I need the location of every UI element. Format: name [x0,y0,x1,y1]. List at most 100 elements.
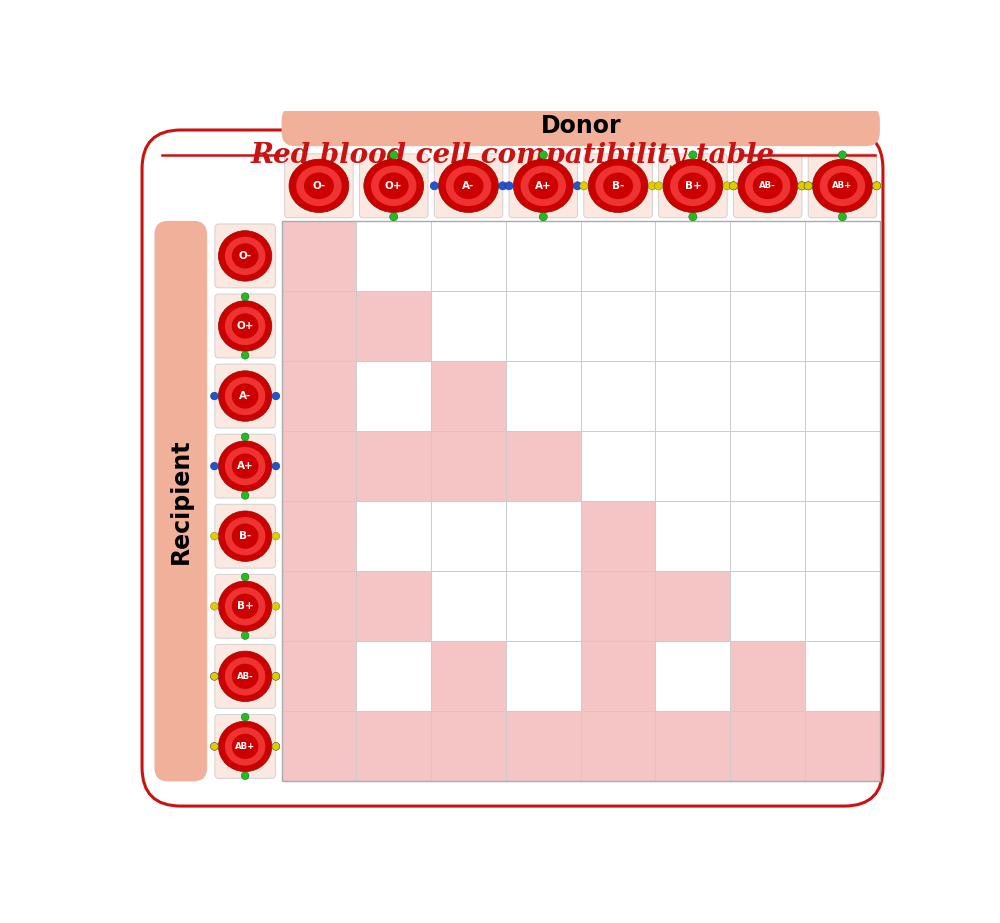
Text: AB+: AB+ [235,742,255,751]
Bar [431,712,506,782]
Text: B+: B+ [685,181,701,191]
Bar [506,431,581,501]
Ellipse shape [588,159,648,212]
Bar [431,291,506,361]
Circle shape [272,462,280,470]
Bar [805,641,880,712]
Bar [506,571,581,641]
FancyBboxPatch shape [215,714,275,778]
Ellipse shape [439,159,498,212]
Ellipse shape [738,159,798,212]
Bar [506,641,581,712]
Circle shape [838,212,847,221]
Circle shape [241,352,249,359]
Bar [356,291,431,361]
Circle shape [804,182,812,190]
Circle shape [873,182,881,190]
FancyBboxPatch shape [285,154,353,218]
Circle shape [838,150,847,159]
Bar [581,431,655,501]
Bar [655,571,730,641]
Ellipse shape [218,511,272,561]
Circle shape [272,392,280,400]
Ellipse shape [670,165,716,206]
Bar [655,221,730,291]
Bar [655,431,730,501]
Circle shape [241,433,249,440]
Bar [805,571,880,641]
Circle shape [210,673,218,680]
Bar [730,571,805,641]
Text: A-: A- [239,391,251,402]
Ellipse shape [813,159,872,212]
Bar [805,361,880,431]
Ellipse shape [232,523,258,549]
Bar [581,221,655,291]
Ellipse shape [232,593,258,618]
Ellipse shape [595,165,641,206]
Bar [356,221,431,291]
Ellipse shape [218,231,272,282]
FancyBboxPatch shape [154,221,207,782]
Ellipse shape [232,244,258,269]
Ellipse shape [232,664,258,689]
Bar [431,431,506,501]
Circle shape [729,182,738,190]
Circle shape [272,673,280,680]
Bar [581,361,655,431]
Circle shape [499,182,507,190]
Ellipse shape [225,517,265,556]
Ellipse shape [820,165,865,206]
Text: AB-: AB- [759,181,776,190]
Bar [356,571,431,641]
Circle shape [241,772,249,780]
FancyBboxPatch shape [215,574,275,638]
Bar [805,712,880,782]
Circle shape [210,673,218,680]
Bar [730,361,805,431]
FancyBboxPatch shape [142,130,883,806]
Ellipse shape [225,306,265,345]
Ellipse shape [827,173,857,199]
Ellipse shape [218,371,272,421]
FancyBboxPatch shape [215,644,275,708]
Bar [655,501,730,571]
Circle shape [729,182,738,190]
Ellipse shape [289,159,349,212]
Circle shape [241,293,249,301]
Ellipse shape [232,314,258,339]
Circle shape [573,182,582,190]
FancyBboxPatch shape [584,154,652,218]
Ellipse shape [513,159,573,212]
Text: A+: A+ [237,462,254,471]
Bar [356,431,431,501]
Circle shape [272,533,280,540]
Bar [581,501,655,571]
Bar [730,501,805,571]
Circle shape [648,182,656,190]
Ellipse shape [232,453,258,479]
Circle shape [210,533,218,540]
Bar [655,361,730,431]
Bar [431,641,506,712]
Bar [655,291,730,361]
Bar [431,361,506,431]
Circle shape [210,462,218,470]
Ellipse shape [218,721,272,772]
Circle shape [798,182,806,190]
Bar [282,571,356,641]
Bar [805,501,880,571]
Ellipse shape [225,377,265,415]
FancyBboxPatch shape [282,106,880,146]
Text: Donor: Donor [540,114,621,138]
Bar [282,641,356,712]
Bar [730,712,805,782]
Text: Recipient: Recipient [169,438,193,564]
Bar [431,571,506,641]
Text: O+: O+ [236,321,254,331]
Bar [655,641,730,712]
Ellipse shape [225,236,265,275]
Ellipse shape [296,165,342,206]
Bar [356,641,431,712]
Bar [506,712,581,782]
